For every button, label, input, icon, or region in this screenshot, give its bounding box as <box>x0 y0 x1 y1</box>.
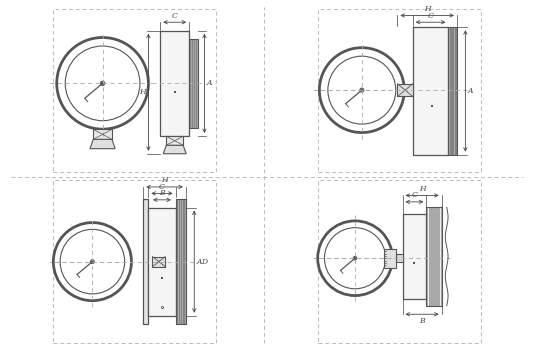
Circle shape <box>360 89 363 91</box>
Bar <box>176 199 186 324</box>
Text: H: H <box>424 5 430 13</box>
Text: A: A <box>207 79 213 88</box>
Polygon shape <box>163 145 186 154</box>
Bar <box>189 39 198 127</box>
Bar <box>397 84 413 97</box>
Circle shape <box>354 257 356 259</box>
Text: C: C <box>172 12 178 20</box>
Circle shape <box>91 260 93 263</box>
Bar <box>413 27 449 155</box>
Bar <box>93 129 112 139</box>
Circle shape <box>101 82 104 85</box>
Bar <box>143 199 148 324</box>
Text: B: B <box>419 317 425 325</box>
Bar <box>403 214 426 299</box>
Bar <box>166 136 183 145</box>
Text: C: C <box>412 191 418 200</box>
Text: H: H <box>419 185 426 193</box>
Bar <box>384 249 396 267</box>
Bar <box>396 254 403 262</box>
Bar <box>426 207 442 306</box>
Text: D: D <box>201 258 207 266</box>
Text: A: A <box>197 258 202 266</box>
Text: H: H <box>161 176 168 184</box>
Text: C: C <box>159 183 165 191</box>
Text: C: C <box>428 12 434 20</box>
Text: B: B <box>159 189 165 197</box>
Bar <box>153 257 165 267</box>
Text: H: H <box>139 88 146 96</box>
Bar <box>160 31 189 136</box>
Bar <box>449 27 457 155</box>
Polygon shape <box>90 139 115 149</box>
Bar <box>148 208 176 316</box>
Text: A: A <box>468 87 474 95</box>
